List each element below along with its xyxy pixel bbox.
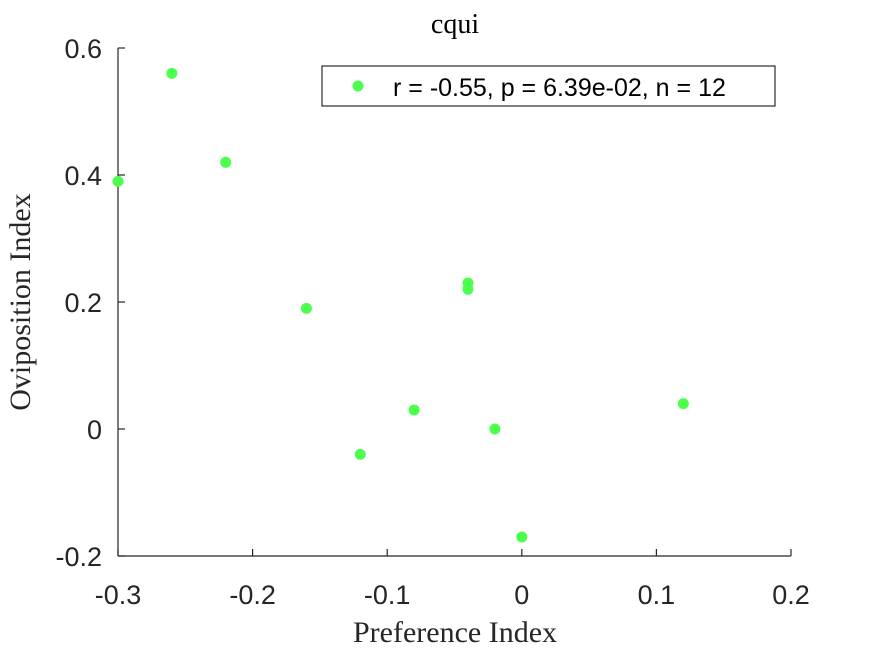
data-points	[112, 67, 689, 543]
x-tick-label: -0.1	[364, 580, 411, 610]
y-tick-label: 0.2	[64, 288, 102, 318]
y-tick-label: -0.2	[55, 542, 102, 572]
scatter-point	[462, 283, 474, 295]
x-tick-label: 0.2	[772, 580, 810, 610]
axes	[117, 48, 791, 557]
scatter-point	[516, 531, 528, 543]
x-tick-label: -0.3	[95, 580, 142, 610]
x-axis-label: Preference Index	[353, 616, 557, 649]
y-tick-label: 0.4	[64, 161, 102, 191]
legend-marker	[352, 80, 364, 92]
legend-label: r = -0.55, p = 6.39e-02, n = 12	[393, 74, 726, 102]
scatter-point	[300, 302, 312, 314]
scatter-point	[354, 448, 366, 460]
chart-title: cqui	[431, 9, 479, 40]
y-tick-label: 0.6	[64, 34, 102, 64]
x-tick-label: -0.2	[229, 580, 276, 610]
ticks: -0.3 -0.2 -0.1 0 0.1 0.2 -0.2 0 0.2 0.4 0.6	[55, 34, 809, 610]
scatter-point	[489, 423, 501, 435]
scatter-point	[677, 398, 689, 410]
scatter-point	[220, 156, 232, 168]
y-axis-label: Oviposition Index	[4, 193, 37, 411]
y-tick-label: 0	[87, 415, 102, 445]
x-tick-label: 0.1	[638, 580, 676, 610]
scatter-point	[112, 175, 124, 187]
x-tick-label: 0	[514, 580, 529, 610]
scatter-point	[166, 67, 178, 79]
scatter-point	[408, 404, 420, 416]
legend: r = -0.55, p = 6.39e-02, n = 12	[321, 65, 776, 107]
legend-box	[321, 65, 776, 107]
